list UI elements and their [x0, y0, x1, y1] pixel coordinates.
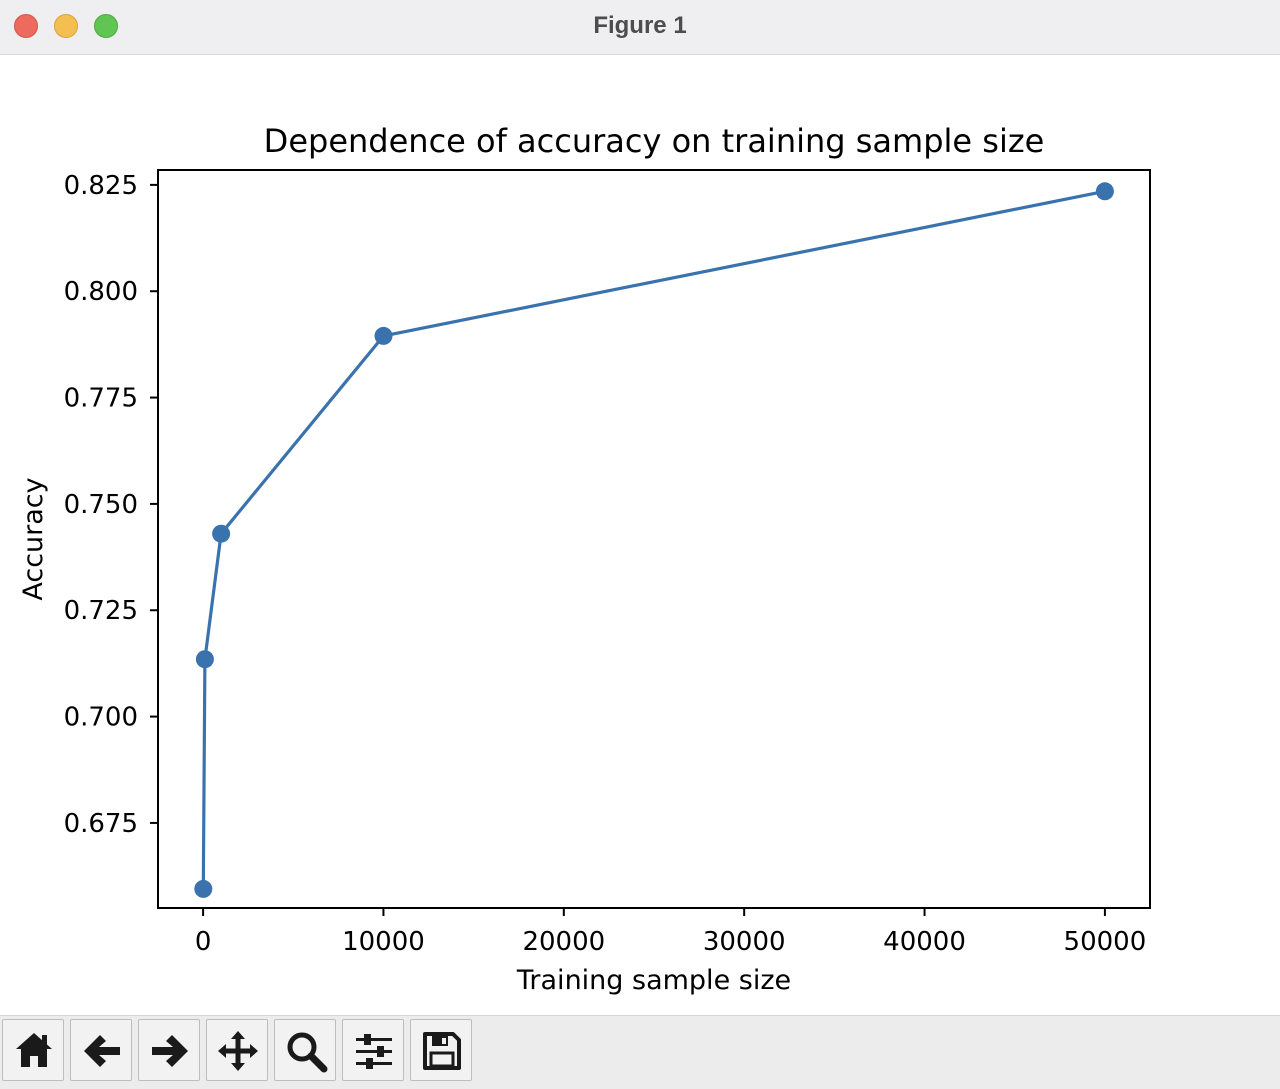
y-tick-label: 0.675 [64, 809, 138, 839]
move-arrows-icon [218, 1031, 258, 1071]
save-button[interactable] [410, 1019, 472, 1081]
y-tick-label: 0.750 [64, 490, 138, 520]
y-tick-label: 0.775 [64, 384, 138, 414]
arrow-right-icon [152, 1035, 188, 1067]
arrow-left-icon [84, 1035, 120, 1067]
y-tick-label: 0.725 [64, 596, 138, 626]
y-tick-label: 0.700 [64, 703, 138, 733]
back-button[interactable] [70, 1019, 132, 1081]
home-button[interactable] [2, 1019, 64, 1081]
pan-button[interactable] [206, 1019, 268, 1081]
plot-area [157, 169, 1151, 909]
minimize-window-button[interactable] [54, 14, 78, 38]
home-icon [16, 1033, 52, 1067]
sliders-icon [356, 1034, 392, 1069]
data-point [1095, 182, 1114, 201]
zoom-button[interactable] [274, 1019, 336, 1081]
data-point [374, 326, 393, 345]
chart-title: Dependence of accuracy on training sampl… [264, 122, 1045, 160]
zoom-window-button[interactable] [94, 14, 118, 38]
close-window-button[interactable] [14, 14, 38, 38]
x-axis-label: Training sample size [516, 965, 791, 996]
y-tick-label: 0.800 [64, 277, 138, 307]
y-tick-label: 0.825 [64, 171, 138, 201]
data-point [194, 879, 213, 898]
data-point [212, 524, 231, 543]
x-tick-label: 30000 [703, 927, 786, 957]
y-axis-label: Accuracy [18, 477, 49, 600]
x-tick-label: 0 [195, 927, 212, 957]
x-tick-label: 20000 [522, 927, 605, 957]
magnifier-icon [287, 1032, 328, 1073]
x-tick-label: 10000 [342, 927, 425, 957]
window-title: Figure 1 [593, 12, 687, 39]
x-tick-label: 50000 [1064, 927, 1147, 957]
forward-button[interactable] [138, 1019, 200, 1081]
x-tick-label: 40000 [883, 927, 966, 957]
configure-subplots-button[interactable] [342, 1019, 404, 1081]
navigation-toolbar [0, 1015, 1280, 1089]
data-point [195, 650, 214, 669]
title-bar: Figure 1 [0, 0, 1280, 55]
series-line [201, 189, 1106, 889]
figure-canvas[interactable]: Dependence of accuracy on training sampl… [0, 55, 1280, 1015]
floppy-disk-icon [423, 1032, 461, 1070]
line-chart: Dependence of accuracy on training sampl… [18, 122, 1151, 996]
